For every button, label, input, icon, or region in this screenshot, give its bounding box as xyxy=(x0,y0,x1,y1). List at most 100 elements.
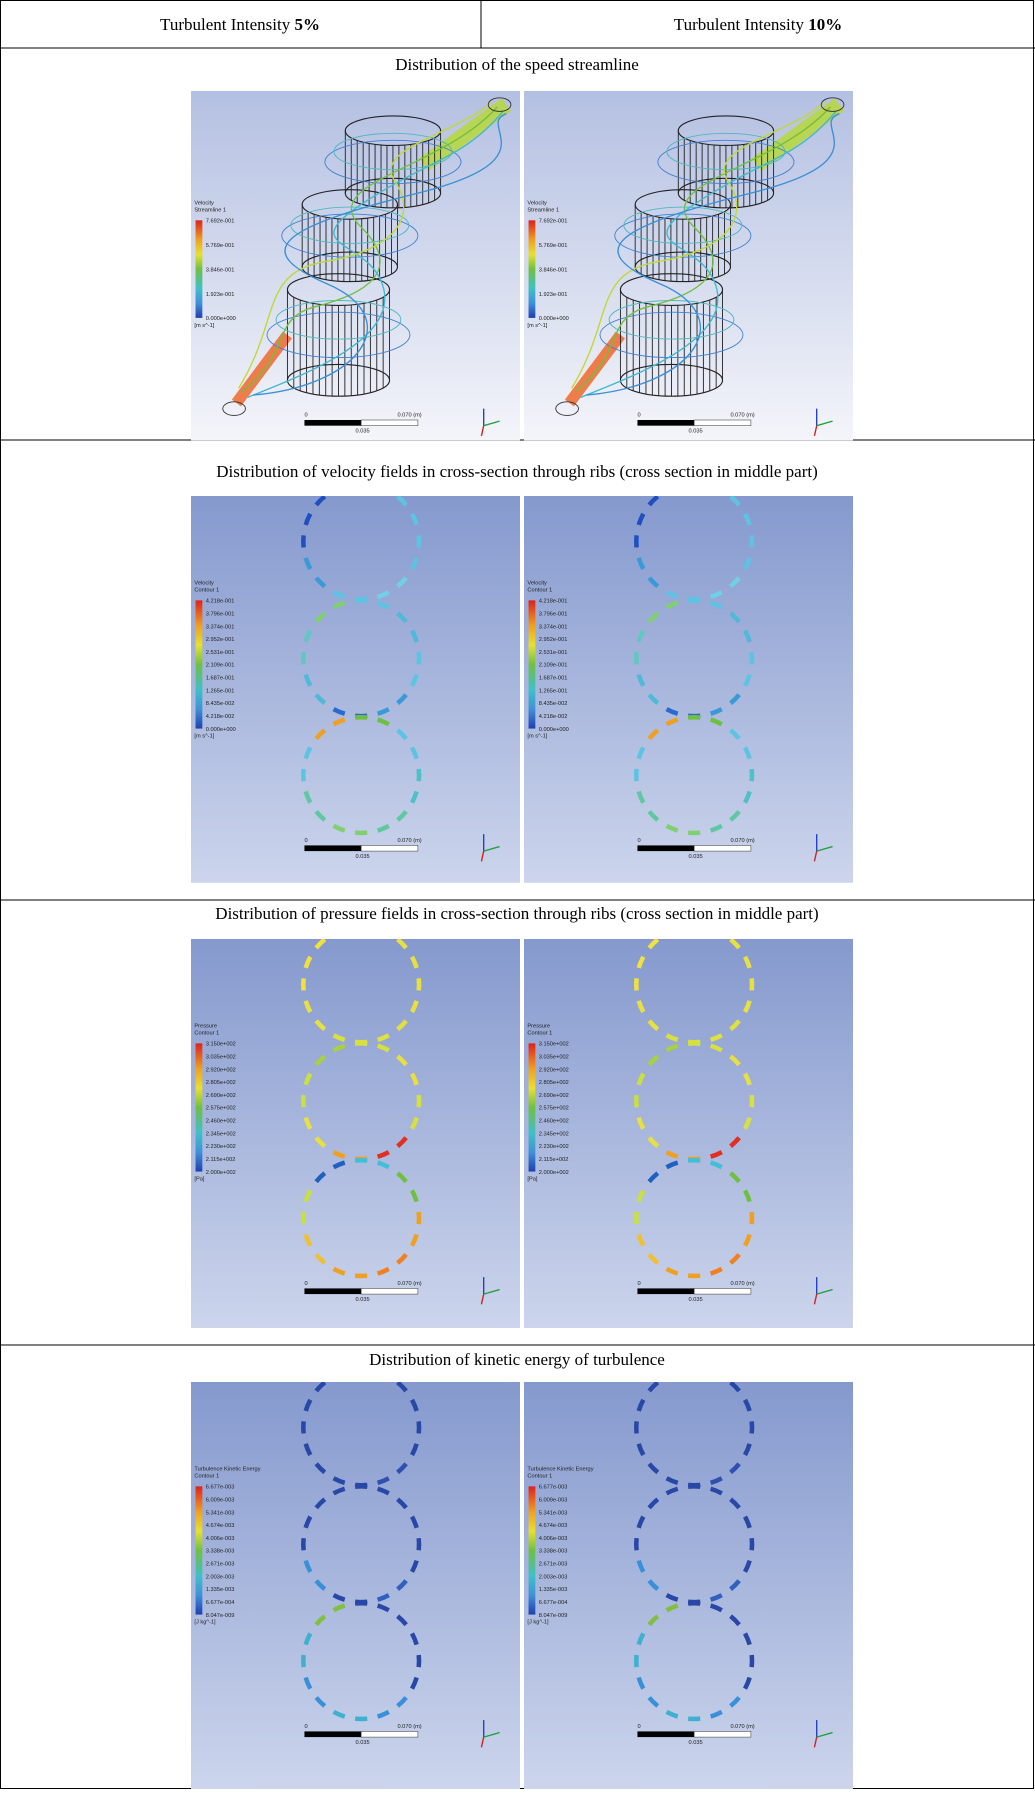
section-title: Distribution of kinetic energy of turbul… xyxy=(369,1350,665,1369)
header-label: Turbulent Intensity xyxy=(160,15,291,34)
results-table: Turbulent Intensity 5% Turbulent Intensi… xyxy=(0,0,1035,1789)
legend-label: 2.671e-003 xyxy=(539,1562,568,1568)
rib xyxy=(378,1372,389,1377)
legend-label: 5.341e-003 xyxy=(206,1510,235,1516)
legend-title: Turbulence Kinetic Energy xyxy=(194,1466,260,1472)
legend-label: 4.218e-002 xyxy=(206,714,235,720)
scale-mid: 0.035 xyxy=(689,854,703,860)
legend-label: 2.109e-001 xyxy=(206,663,235,669)
legend-label: 1.923e-001 xyxy=(206,292,235,298)
legend-title: Velocity xyxy=(194,200,214,206)
legend-label: 3.035e+002 xyxy=(539,1054,569,1060)
legend-unit: [Pa] xyxy=(527,1177,537,1183)
rib xyxy=(667,486,678,491)
scale-mid: 0.035 xyxy=(689,1740,703,1746)
legend-unit: [m s^-1] xyxy=(194,734,214,740)
legend-label: 2.805e+002 xyxy=(206,1080,236,1086)
scale-mid: 0.035 xyxy=(356,854,370,860)
scale-mid: 0.035 xyxy=(356,1740,370,1746)
section-title: Distribution of pressure fields in cross… xyxy=(215,904,818,923)
legend-label: 1.335e-003 xyxy=(539,1587,568,1593)
legend-label: 6.009e-003 xyxy=(206,1497,235,1503)
colorbar xyxy=(529,1043,536,1171)
scale-end: 0.070 (m) xyxy=(397,1281,421,1287)
legend-label: 6.677e-004 xyxy=(206,1600,235,1606)
scale-start: 0 xyxy=(637,1724,640,1730)
scale-end: 0.070 (m) xyxy=(730,413,754,419)
legend-label: 2.003e-003 xyxy=(206,1574,235,1580)
scale-end: 0.070 (m) xyxy=(397,838,421,844)
legend-unit: [m s^-1] xyxy=(194,323,214,329)
legend-label: 2.920e+002 xyxy=(539,1067,569,1073)
legend-label: 8.047e-009 xyxy=(539,1613,568,1619)
colorbar xyxy=(196,1486,203,1614)
legend-label: 1.687e-001 xyxy=(539,676,568,682)
legend-label: 1.923e-001 xyxy=(539,292,568,298)
legend-label: 2.690e+002 xyxy=(206,1093,236,1099)
legend-label: 4.218e-001 xyxy=(539,599,568,605)
legend-label: 2.000e+002 xyxy=(539,1170,569,1176)
rib xyxy=(667,929,678,934)
legend-label: 4.218e-002 xyxy=(539,714,568,720)
legend-label: 2.531e-001 xyxy=(206,650,235,656)
legend-title: Streamline 1 xyxy=(194,207,226,213)
scale-bar-white xyxy=(694,1731,751,1737)
legend-label: 2.952e-001 xyxy=(206,637,235,643)
legend-unit: [m s^-1] xyxy=(527,323,547,329)
colorbar xyxy=(529,220,536,318)
image-background xyxy=(191,1382,520,1789)
colorbar xyxy=(196,220,203,318)
legend-title: Contour 1 xyxy=(527,1473,552,1479)
colorbar xyxy=(196,600,203,728)
legend-label: 2.952e-001 xyxy=(539,637,568,643)
legend-label: 3.846e-001 xyxy=(206,267,235,273)
scale-bar-white xyxy=(694,845,751,851)
legend-title: Velocity xyxy=(194,580,214,586)
rib xyxy=(378,486,389,491)
legend-label: 4.006e-003 xyxy=(206,1536,235,1542)
legend-label: 3.338e-003 xyxy=(206,1549,235,1555)
scale-bar-white xyxy=(361,1731,418,1737)
legend-label: 2.575e+002 xyxy=(539,1106,569,1112)
legend-label: 2.003e-003 xyxy=(539,1574,568,1580)
legend-title: Velocity xyxy=(527,200,547,206)
scale-start: 0 xyxy=(304,838,307,844)
legend-label: 2.109e-001 xyxy=(539,663,568,669)
legend-label: 3.796e-001 xyxy=(206,611,235,617)
legend-label: 3.035e+002 xyxy=(206,1054,236,1060)
legend-label: 6.677e-004 xyxy=(539,1600,568,1606)
legend-label: 0.000e+000 xyxy=(539,316,569,322)
rib xyxy=(711,929,722,934)
legend-label: 6.677e-003 xyxy=(206,1485,235,1491)
scale-bar-white xyxy=(361,1288,418,1294)
legend-label: 5.769e-001 xyxy=(206,243,235,249)
legend-title: Pressure xyxy=(527,1023,550,1029)
scale-bar-black xyxy=(637,420,694,426)
image-background xyxy=(191,496,520,883)
legend-label: 2.115e+002 xyxy=(539,1157,569,1163)
legend-unit: [J kg^-1] xyxy=(527,1620,549,1626)
header-value: 5% xyxy=(294,15,320,34)
header-label: Turbulent Intensity xyxy=(674,15,805,34)
legend-label: 6.677e-003 xyxy=(539,1485,568,1491)
scale-end: 0.070 (m) xyxy=(730,838,754,844)
legend-label: 0.000e+000 xyxy=(206,727,236,733)
legend-label: 2.671e-003 xyxy=(206,1562,235,1568)
scale-mid: 0.035 xyxy=(689,428,703,434)
scale-end: 0.070 (m) xyxy=(730,1724,754,1730)
legend-label: 3.374e-001 xyxy=(206,624,235,630)
legend-label: 5.341e-003 xyxy=(539,1510,568,1516)
legend-label: 7.692e-001 xyxy=(539,219,568,225)
legend-title: Contour 1 xyxy=(194,1473,219,1479)
legend-title: Contour 1 xyxy=(527,587,552,593)
scale-bar-white xyxy=(361,420,418,426)
scale-start: 0 xyxy=(304,1281,307,1287)
legend-label: 5.769e-001 xyxy=(539,243,568,249)
scale-bar-white xyxy=(361,845,418,851)
image-background xyxy=(524,496,853,883)
scale-bar-white xyxy=(694,1288,751,1294)
